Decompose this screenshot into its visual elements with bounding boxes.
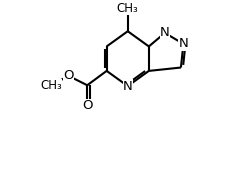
Text: CH₃: CH₃ (40, 79, 62, 92)
Text: N: N (160, 26, 170, 39)
Text: O: O (82, 99, 92, 112)
Text: O: O (63, 69, 74, 82)
Text: CH₃: CH₃ (117, 2, 139, 15)
Text: N: N (179, 37, 188, 50)
Text: N: N (123, 80, 133, 93)
